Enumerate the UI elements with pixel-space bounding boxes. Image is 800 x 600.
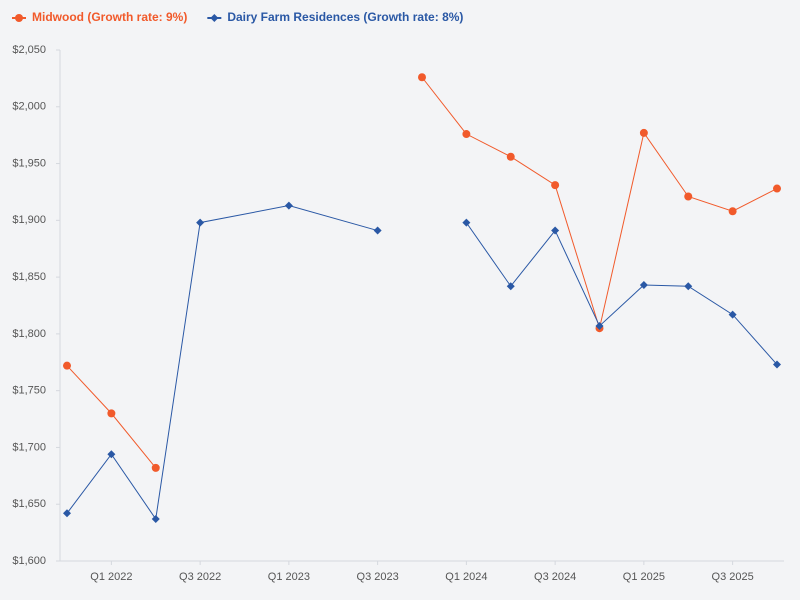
legend-marker	[210, 14, 219, 22]
legend-marker	[15, 14, 23, 22]
y-tick-label: $1,950	[12, 157, 46, 169]
x-tick-label: Q1 2024	[445, 571, 487, 583]
y-tick-label: $1,600	[12, 555, 46, 567]
data-point	[373, 226, 382, 235]
data-point	[595, 321, 604, 330]
data-point	[151, 514, 160, 523]
data-point	[684, 192, 693, 201]
legend-label: Dairy Farm Residences (Growth rate: 8%)	[227, 10, 463, 24]
data-point	[639, 128, 648, 137]
x-tick-label: Q3 2023	[357, 571, 399, 583]
data-point	[506, 282, 515, 291]
y-tick-label: $2,000	[12, 101, 46, 113]
data-point	[418, 73, 426, 82]
data-point	[773, 184, 781, 193]
x-tick-label: Q3 2025	[712, 571, 754, 583]
data-point	[773, 360, 781, 369]
data-point	[551, 226, 560, 235]
data-point	[196, 218, 205, 227]
data-point	[684, 282, 693, 291]
data-point	[63, 361, 71, 370]
y-tick-label: $2,050	[12, 44, 46, 56]
data-point	[728, 310, 737, 319]
data-point	[728, 207, 737, 216]
x-tick-label: Q1 2022	[90, 571, 132, 583]
data-point	[284, 201, 293, 210]
data-point	[639, 281, 648, 290]
x-tick-label: Q1 2023	[268, 571, 310, 583]
x-tick-label: Q3 2024	[534, 571, 576, 583]
data-point	[462, 218, 471, 227]
y-tick-label: $1,850	[12, 271, 46, 283]
x-tick-label: Q1 2025	[623, 571, 665, 583]
data-point	[551, 181, 560, 190]
legend-label: Midwood (Growth rate: 9%)	[32, 10, 187, 24]
data-point	[107, 450, 116, 459]
data-point	[107, 409, 116, 418]
data-point	[151, 463, 160, 472]
y-tick-label: $1,650	[12, 498, 46, 510]
data-point	[506, 152, 515, 161]
data-point	[63, 509, 71, 518]
y-tick-label: $1,800	[12, 328, 46, 340]
data-point	[462, 130, 471, 139]
x-tick-label: Q3 2022	[179, 571, 221, 583]
y-tick-label: $1,700	[12, 441, 46, 453]
y-tick-label: $1,900	[12, 214, 46, 226]
series-line	[66, 76, 778, 469]
series-line	[66, 205, 778, 521]
y-tick-label: $1,750	[12, 385, 46, 397]
